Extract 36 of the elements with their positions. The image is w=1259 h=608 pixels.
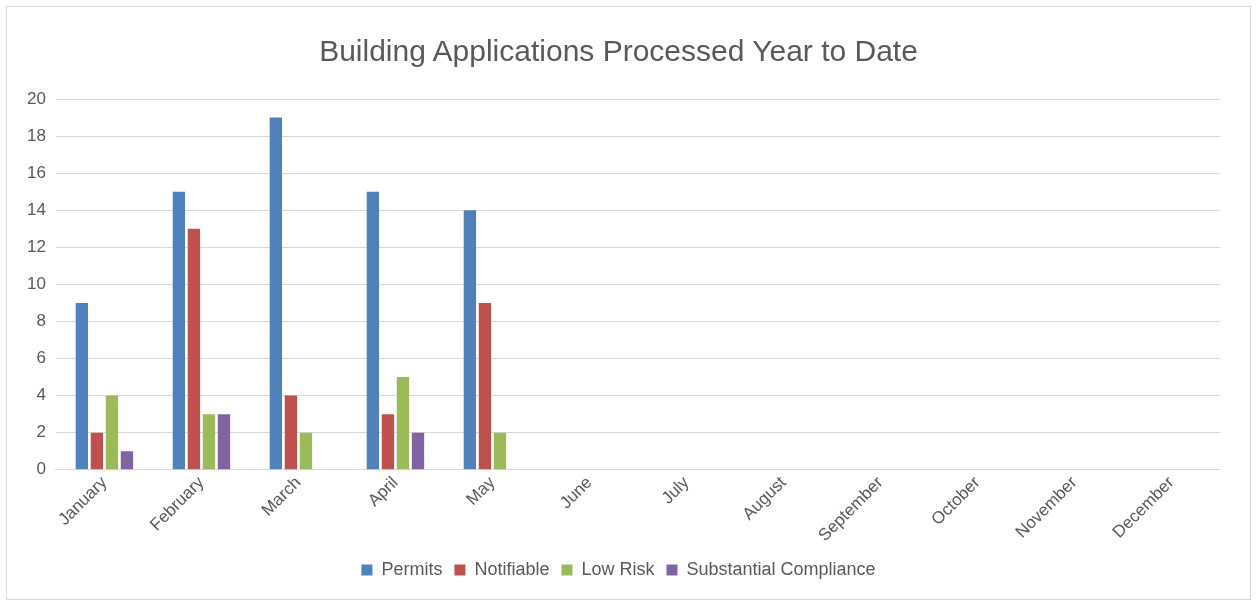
chart-title: Building Applications Processed Year to Date [319,34,918,68]
bar [202,414,216,470]
bar [299,432,313,470]
y-tick-label: 2 [36,422,46,442]
bar [493,432,507,470]
x-tick-label: July [657,472,693,508]
y-tick-label: 4 [36,385,46,405]
y-tick-label: 14 [26,199,46,219]
y-tick-label: 10 [26,274,46,294]
y-tick-label: 20 [26,88,46,108]
y-tick-label: 0 [36,459,46,479]
x-tick-label: May [462,472,499,509]
bar [187,228,201,470]
legend-label: Substantial Compliance [686,558,876,579]
bar [284,395,298,470]
y-tick-label: 6 [36,348,46,368]
bar [105,395,119,470]
bar [411,432,425,470]
legend-label: Permits [381,558,443,579]
y-tick-label: 18 [26,125,46,145]
bar [366,191,380,470]
bar [396,377,410,470]
bar [90,432,104,470]
legend-label: Notifiable [474,558,550,579]
bar [217,414,231,470]
y-tick-label: 16 [26,162,46,182]
y-tick-label: 12 [26,237,46,256]
legend-label: Low Risk [581,558,656,579]
bar [75,302,89,470]
bar [463,210,477,470]
bar [172,191,186,470]
bar [478,302,492,470]
y-tick-label: 8 [36,311,46,331]
bar [381,414,395,470]
bar [120,451,134,470]
bar [269,117,283,470]
